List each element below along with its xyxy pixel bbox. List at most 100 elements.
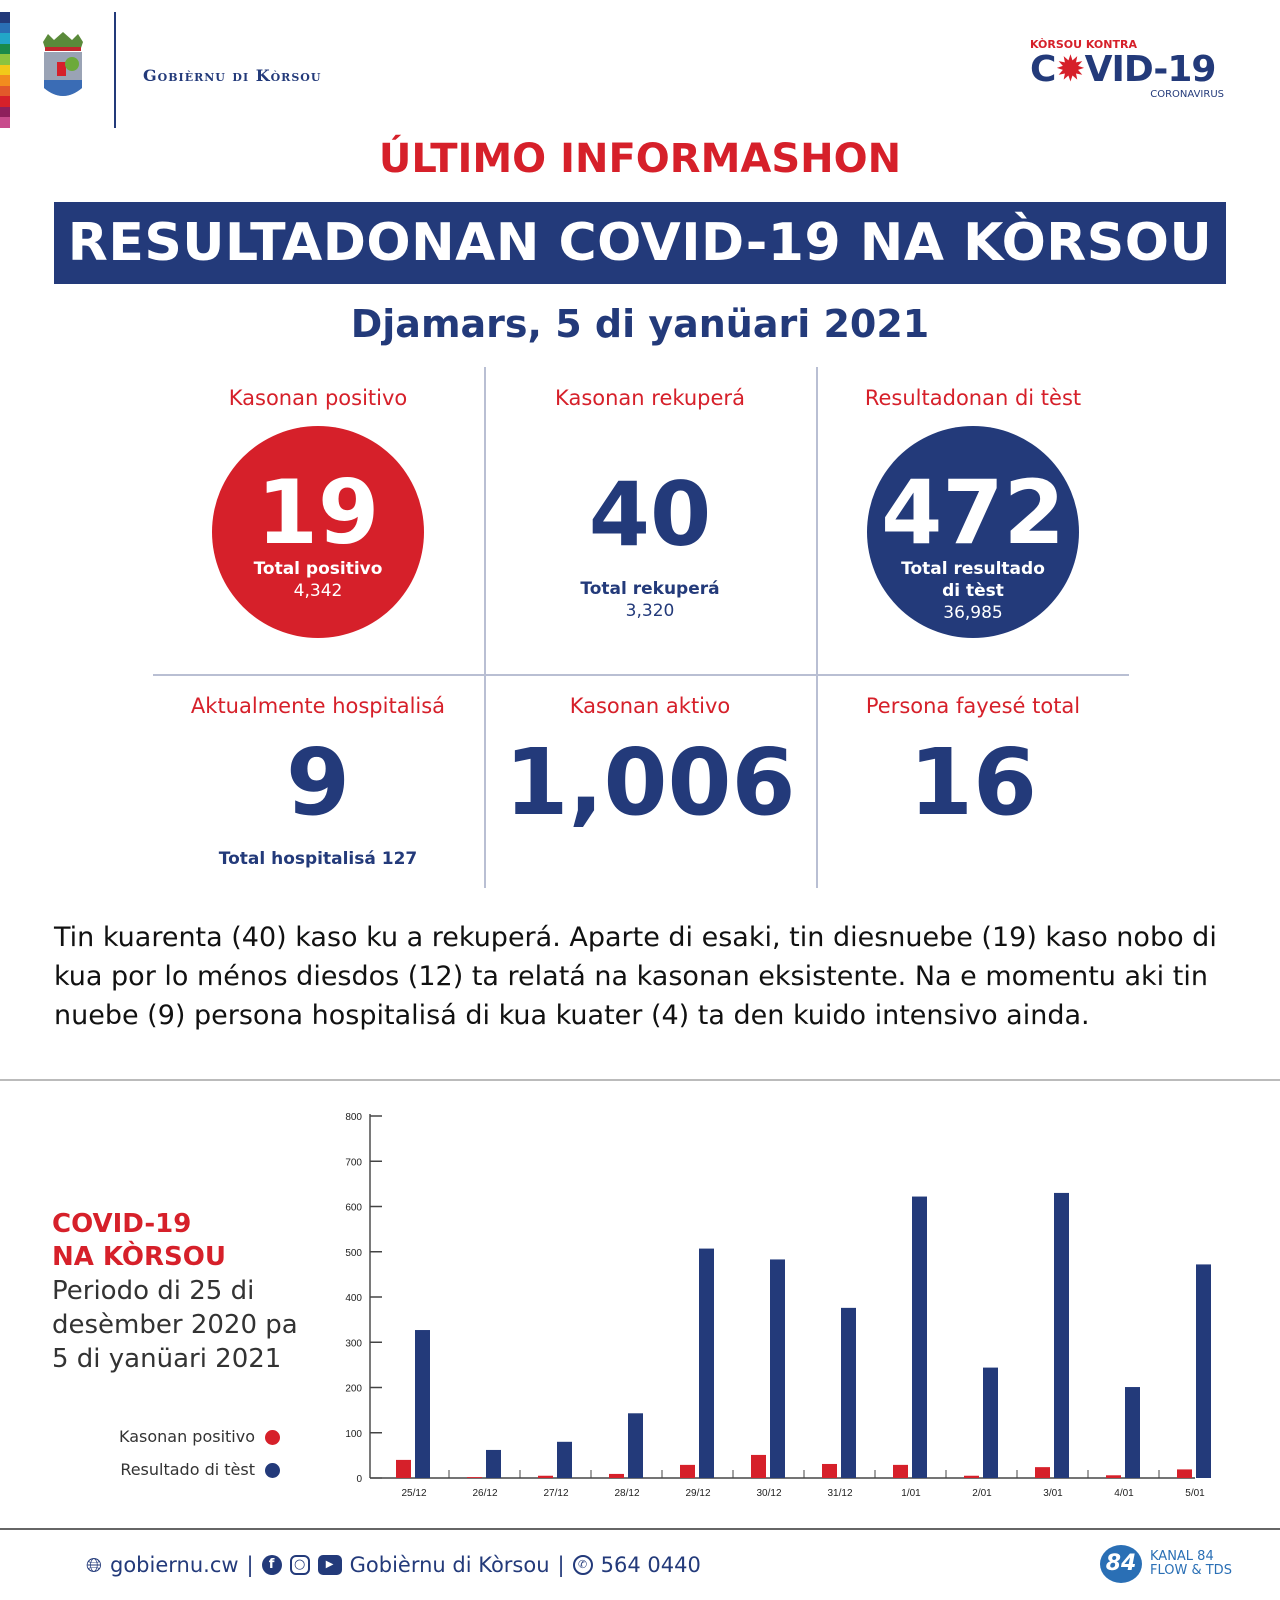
y-tick-label: 700 bbox=[345, 1157, 362, 1168]
legend-label: Resultado di tèst bbox=[120, 1460, 255, 1479]
stripe-segment bbox=[0, 85, 10, 97]
stat-value: 19 bbox=[256, 461, 380, 564]
summary-paragraph: Tin kuarenta (40) kaso ku a rekuperá. Ap… bbox=[54, 922, 1217, 1031]
chart-side-title-1: COVID-19 bbox=[52, 1209, 192, 1239]
positive-circle: 19 Total positivo 4,342 bbox=[212, 426, 424, 638]
stat-total: 4,342 bbox=[293, 581, 343, 601]
chart-side-title: COVID-19 NA KÒRSOU bbox=[52, 1208, 226, 1274]
social-handle[interactable]: Gobièrnu di Kòrsou bbox=[349, 1553, 550, 1577]
kanal-name: KANAL 84 bbox=[1150, 1549, 1214, 1564]
stat-sub: Total rekuperá bbox=[580, 579, 720, 599]
stat-label: Aktualmente hospitalisá bbox=[190, 694, 446, 718]
bar-positive bbox=[1106, 1475, 1121, 1478]
legend-dot bbox=[265, 1430, 280, 1445]
bar-positive bbox=[1035, 1467, 1050, 1478]
website-link[interactable]: gobiernu.cw bbox=[110, 1553, 239, 1577]
globe-icon: 🌐︎ bbox=[86, 1553, 102, 1577]
bar-tests bbox=[486, 1449, 501, 1478]
stat-total: 3,320 bbox=[625, 601, 675, 621]
virus-icon: ✹ bbox=[1055, 49, 1085, 90]
y-tick-label: 500 bbox=[345, 1248, 362, 1259]
chart-side-title-2: NA KÒRSOU bbox=[52, 1242, 226, 1272]
stat-label: Kasonan aktivo bbox=[569, 694, 731, 718]
stat-recovered: Kasonan rekuperá 40 Total rekuperá 3,320 bbox=[490, 386, 810, 622]
chart-period: Periodo di 25 di desèmber 2020 pa 5 di y… bbox=[52, 1276, 298, 1374]
stat-value: 472 bbox=[881, 461, 1065, 564]
stat-sub: Total resultado bbox=[901, 559, 1045, 579]
stripe-segment bbox=[0, 22, 10, 34]
phone-number: 564 0440 bbox=[600, 1553, 701, 1577]
kanal-sub: FLOW & TDS bbox=[1150, 1563, 1232, 1578]
stat-positive: Kasonan positivo 19 Total positivo 4,342 bbox=[158, 386, 478, 638]
bar-tests bbox=[415, 1330, 430, 1478]
stat-label: Persona fayesé total bbox=[865, 694, 1081, 718]
stripe-segment bbox=[0, 12, 10, 23]
column-divider bbox=[484, 367, 486, 888]
x-tick-label: 1/01 bbox=[901, 1488, 921, 1499]
stripe-segment bbox=[0, 96, 10, 107]
covid-campaign-logo: KÒRSOU KONTRA C✹VID-19 CORONAVIRUS bbox=[1030, 38, 1230, 100]
header-divider bbox=[114, 12, 116, 128]
bar-tests bbox=[1054, 1192, 1069, 1478]
section-divider bbox=[0, 1079, 1280, 1081]
x-tick-label: 4/01 bbox=[1114, 1488, 1134, 1499]
bar-positive bbox=[680, 1464, 695, 1478]
kanal-badge: 84 bbox=[1100, 1545, 1142, 1583]
stat-hospital: Aktualmente hospitalisá 9 Total hospital… bbox=[158, 694, 478, 870]
stat-value: 16 bbox=[908, 729, 1038, 836]
tests-circle: 472 Total resultado di tèst 36,985 bbox=[867, 426, 1079, 638]
results-banner: RESULTADONAN COVID-19 NA KÒRSOU bbox=[54, 202, 1226, 284]
stat-sub: di tèst bbox=[942, 581, 1004, 601]
bar-positive bbox=[609, 1473, 624, 1478]
stripe-segment bbox=[0, 54, 10, 65]
x-tick-label: 27/12 bbox=[543, 1488, 568, 1499]
legend-label: Kasonan positivo bbox=[118, 1427, 255, 1446]
facebook-icon[interactable]: f bbox=[261, 1555, 282, 1575]
legend-positive: Kasonan positivo bbox=[90, 1427, 280, 1446]
row-divider bbox=[153, 674, 1129, 676]
stat-value: 1,006 bbox=[504, 729, 796, 836]
legend-tests: Resultado di tèst bbox=[90, 1460, 280, 1479]
y-tick-label: 800 bbox=[345, 1112, 362, 1123]
y-tick-label: 200 bbox=[345, 1384, 362, 1395]
footer: 🌐︎ gobiernu.cw | f ○ ▶ Gobièrnu di Kòrso… bbox=[86, 1553, 701, 1577]
stripe-segment bbox=[0, 64, 10, 76]
stat-value: 40 bbox=[588, 463, 712, 566]
bar-tests bbox=[912, 1196, 927, 1478]
legend-dot bbox=[265, 1463, 280, 1478]
footer-divider bbox=[0, 1528, 1280, 1530]
separator: | bbox=[557, 1553, 565, 1577]
bar-tests bbox=[770, 1259, 785, 1478]
stripe-segment bbox=[0, 75, 10, 86]
x-tick-label: 26/12 bbox=[472, 1488, 497, 1499]
bar-tests bbox=[841, 1307, 856, 1478]
bar-positive bbox=[538, 1475, 553, 1478]
instagram-icon[interactable]: ○ bbox=[289, 1555, 310, 1575]
bar-positive bbox=[822, 1463, 837, 1478]
whatsapp-icon: ✆ bbox=[572, 1555, 593, 1575]
x-tick-label: 31/12 bbox=[827, 1488, 852, 1499]
bar-positive bbox=[751, 1454, 766, 1478]
stat-sub: Total positivo bbox=[253, 559, 383, 579]
org-name: Gobièrnu di Kòrsou bbox=[143, 66, 322, 85]
update-title: ÚLTIMO INFORMASHON bbox=[378, 136, 902, 182]
color-stripe bbox=[0, 12, 10, 129]
campaign-sub: CORONAVIRUS bbox=[1150, 89, 1224, 100]
stat-label: Kasonan rekuperá bbox=[555, 386, 745, 410]
x-tick-label: 30/12 bbox=[756, 1488, 781, 1499]
bar-tests bbox=[628, 1413, 643, 1478]
bar-chart: 0 100 200 300 400 500 600 700 800 25/12 26/12 27/12… bbox=[345, 1112, 1211, 1499]
stat-sub: Total hospitalisá 127 bbox=[218, 849, 418, 869]
stat-total: 36,985 bbox=[943, 603, 1003, 623]
stripe-segment bbox=[0, 117, 10, 129]
x-tick-label: 2/01 bbox=[972, 1488, 992, 1499]
bar-tests bbox=[557, 1441, 572, 1478]
report-date: Djamars, 5 di yanüari 2021 bbox=[350, 302, 930, 346]
bar-positive bbox=[964, 1475, 979, 1478]
youtube-icon[interactable]: ▶ bbox=[317, 1555, 342, 1575]
separator: | bbox=[246, 1553, 254, 1577]
campaign-c: C bbox=[1030, 49, 1056, 90]
stat-label: Resultadonan di tèst bbox=[864, 386, 1082, 410]
kanal84-logo: 84 KANAL 84 FLOW & TDS bbox=[1100, 1545, 1232, 1583]
stat-tests: Resultadonan di tèst 472 Total resultado… bbox=[813, 386, 1133, 638]
